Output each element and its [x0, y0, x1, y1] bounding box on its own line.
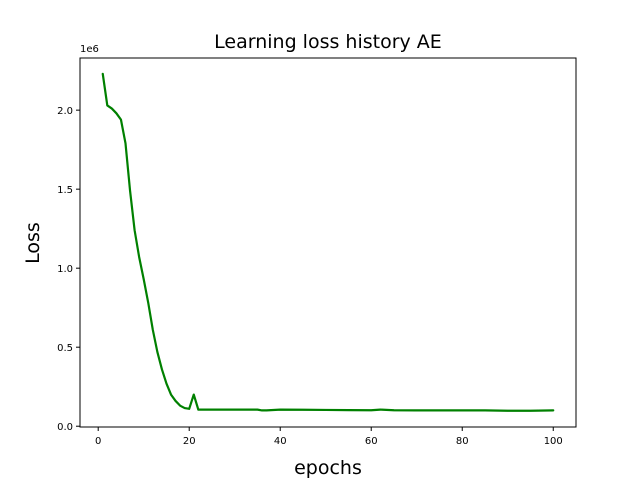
y-tick-label: 0.5: [57, 343, 73, 354]
x-tick-label: 60: [365, 436, 378, 447]
x-axis-label: epochs: [294, 457, 362, 479]
plot-frame: [79, 57, 577, 428]
y-tick-label: 0.0: [57, 422, 73, 433]
x-tick-label: 40: [274, 436, 287, 447]
y-axis-label: Loss: [22, 222, 44, 264]
x-tick-label: 100: [544, 436, 563, 447]
y-tick-label: 1.5: [57, 185, 73, 196]
plot-area: [101, 72, 555, 412]
y-tick-label: 2.0: [57, 106, 73, 117]
x-tick-label: 0: [95, 436, 101, 447]
chart-title: Learning loss history AE: [214, 31, 442, 53]
loss-series-line-0: [101, 72, 555, 412]
y-axis-offset-label: 1e6: [80, 44, 99, 55]
x-tick-label: 20: [183, 436, 196, 447]
y-tick-label: 1.0: [57, 264, 73, 275]
x-tick-label: 80: [456, 436, 469, 447]
